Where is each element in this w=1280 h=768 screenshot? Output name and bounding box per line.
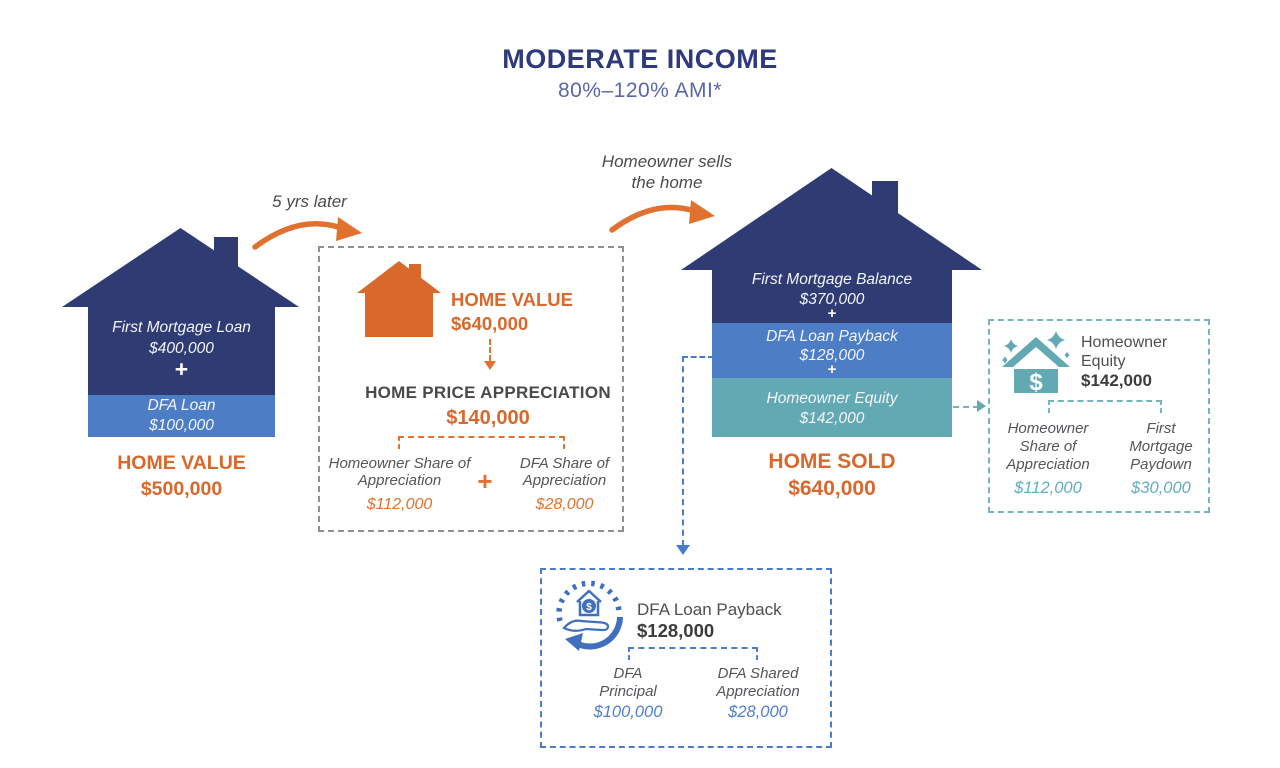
segment-label: DFA Loan Payback xyxy=(766,328,898,345)
before-house-caption: HOME VALUE xyxy=(117,452,246,474)
dfa-payback-box xyxy=(540,568,832,748)
after-house-body xyxy=(712,268,952,323)
segment-value: $142,000 xyxy=(799,410,865,427)
homeowner-share-label: Homeowner Share of Appreciation xyxy=(328,455,471,489)
equity-box-title: Homeowner Equity xyxy=(1081,334,1168,370)
segment-value: $100,000 xyxy=(149,417,214,434)
down-arrow-icon xyxy=(484,361,496,370)
segment-value: $370,000 xyxy=(799,291,865,308)
page-subtitle: 80%–120% AMI* xyxy=(557,79,723,102)
segment-label: First Mortgage Loan xyxy=(112,319,251,336)
mortgage-paydown-label: First Mortgage Paydown xyxy=(1129,420,1193,473)
plus-sign: + xyxy=(477,466,493,496)
dfa-share-value: $28,000 xyxy=(535,496,594,513)
dollar-sign: $ xyxy=(1029,369,1043,393)
dfa-principal-value: $100,000 xyxy=(593,703,663,721)
payback-box-title: DFA Loan Payback xyxy=(637,600,782,619)
dfa-share-label: DFA Share of Appreciation xyxy=(519,455,610,489)
page-title: MODERATE INCOME xyxy=(502,44,778,74)
equity-box-amount: $142,000 xyxy=(1081,371,1152,390)
before-house-first-mortgage: First Mortgage Loan $400,000 xyxy=(88,317,275,359)
segment-value: $128,000 xyxy=(799,347,865,364)
split-bracket xyxy=(398,436,565,449)
dashed-connector xyxy=(489,339,491,361)
after-house-caption-value: $640,000 xyxy=(788,477,876,500)
right-arrow-icon xyxy=(977,400,986,412)
home-value-amount: $640,000 xyxy=(451,313,529,334)
dfa-shared-appreciation-value: $28,000 xyxy=(728,703,788,721)
equity-house-icon: $ xyxy=(1002,331,1070,393)
split-bracket xyxy=(1048,400,1162,413)
transition-5yrs-label: 5 yrs later xyxy=(272,192,347,211)
payback-box-amount: $128,000 xyxy=(637,620,715,641)
appreciation-heading: HOME PRICE APPRECIATION xyxy=(365,383,611,402)
dashed-connector xyxy=(953,406,979,408)
house-icon-body xyxy=(365,291,433,337)
plus-sign: + xyxy=(174,356,189,382)
equity-share-label: Homeowner Share of Appreciation xyxy=(1006,420,1090,473)
segment-label: Homeowner Equity xyxy=(766,390,898,407)
after-house-payback-band xyxy=(712,323,952,378)
before-house-body xyxy=(88,306,275,395)
plus-sign: + xyxy=(827,361,837,378)
appreciation-amount: $140,000 xyxy=(446,407,530,429)
before-house-caption-value: $500,000 xyxy=(140,478,223,500)
before-house-dfa-loan: DFA Loan $100,000 xyxy=(88,396,275,436)
curved-arrow-icon xyxy=(609,200,715,233)
after-house-caption: HOME SOLD xyxy=(768,450,896,473)
loan-payback-icon: $ xyxy=(556,580,623,651)
segment-value: $400,000 xyxy=(149,340,214,357)
mortgage-paydown-value: $30,000 xyxy=(1131,479,1191,497)
appreciation-box xyxy=(318,246,624,532)
after-house-equity-band xyxy=(712,378,952,437)
curved-arrow-icon xyxy=(252,217,362,250)
dashed-connector xyxy=(682,356,714,358)
dashed-connector xyxy=(682,356,684,546)
down-arrow-icon xyxy=(676,545,690,555)
dollar-sign: $ xyxy=(586,602,592,613)
segment-label: First Mortgage Balance xyxy=(751,271,913,288)
after-house-homeowner-equity: Homeowner Equity $142,000 xyxy=(712,389,952,429)
homeowner-equity-box xyxy=(988,319,1210,513)
after-house-first-mortgage: First Mortgage Balance $370,000 xyxy=(712,270,952,310)
dfa-principal-label: DFA Principal xyxy=(599,665,657,700)
homeowner-share-value: $112,000 xyxy=(366,496,433,513)
before-house-dfa-band xyxy=(88,395,275,437)
segment-label: DFA Loan xyxy=(147,397,216,414)
equity-share-value: $112,000 xyxy=(1014,479,1082,497)
split-bracket xyxy=(628,647,758,660)
dfa-shared-appreciation-label: DFA Shared Appreciation xyxy=(716,665,800,700)
home-value-label: HOME VALUE xyxy=(451,289,573,310)
transition-sells-label: Homeowner sells the home xyxy=(601,152,733,192)
plus-sign: + xyxy=(827,305,837,322)
after-house-dfa-payback: DFA Loan Payback $128,000 xyxy=(712,327,952,365)
